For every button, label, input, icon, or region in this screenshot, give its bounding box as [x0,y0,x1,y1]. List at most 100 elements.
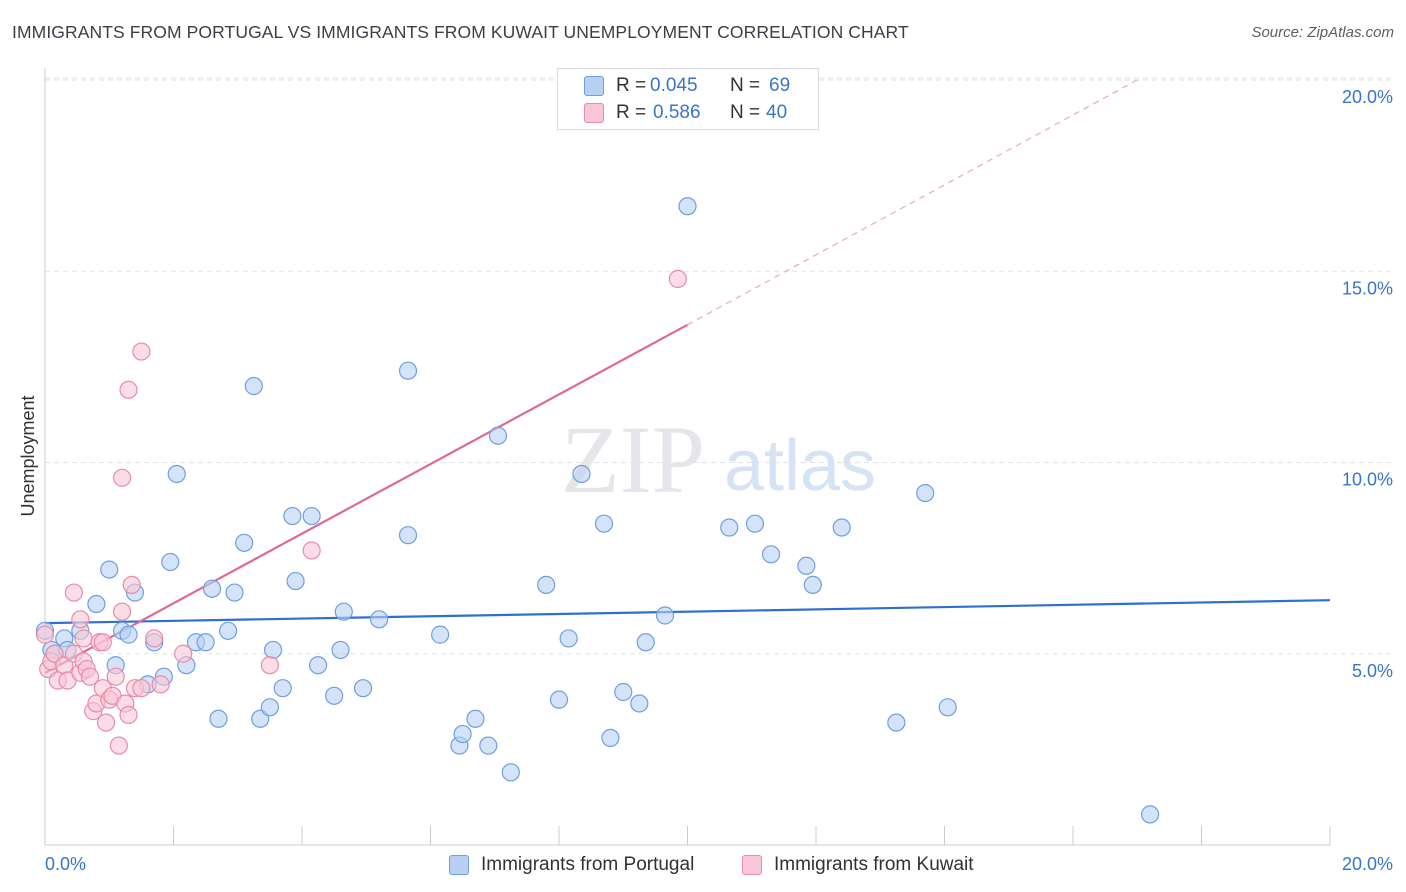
legend-n-label: N = [730,75,761,96]
portugal-point [398,526,418,545]
kuwait-point [302,541,321,560]
portugal-point [761,545,781,564]
portugal-point [235,533,254,552]
chart-title: IMMIGRANTS FROM PORTUGAL VS IMMIGRANTS F… [12,22,909,42]
labels-layer: 5.0% 10.0% 15.0% 20.0% 0.0% 20.0% Unemployment [18,87,1393,874]
kuwait-point [93,633,112,652]
kuwait-point [119,705,138,725]
portugal-point [466,709,485,728]
portugal-point [601,728,620,748]
portugal-point [370,610,389,629]
kuwait-point [80,667,100,686]
portugal-point [209,709,228,728]
portugal-point [887,713,906,732]
portugal-point [302,506,321,526]
watermark-atlas: atlas [724,426,876,506]
kuwait-point [64,583,84,602]
portugal-point [431,625,450,644]
portugal-point [1140,805,1160,824]
legend-label-portugal: Immigrants from Portugal [481,854,695,875]
axes-layer [44,68,1331,846]
portugal-point [537,575,556,595]
portugal-point [572,464,591,484]
portugal-point [594,514,614,533]
kuwait-point [106,667,125,686]
portugal-point [219,621,238,640]
portugal-point [100,560,119,579]
kuwait-point [112,468,132,487]
portugal-point [283,506,302,526]
portugal-trend-line [44,599,1331,625]
portugal-point [225,583,244,602]
legend-r-label: R = [616,75,647,96]
legend-r-value: 0.045 [650,75,698,96]
legend-swatch-kuwait [584,103,604,123]
kuwait-point [132,679,151,698]
portugal-point [167,464,186,484]
legend-label-kuwait: Immigrants from Kuwait [774,854,974,875]
legend-item-portugal[interactable]: Immigrants from Portugal [449,851,694,879]
portugal-point [325,686,344,705]
portugal-point [938,698,957,717]
portugal-point [286,571,305,591]
portugal-point [398,361,418,380]
kuwait-point [122,575,141,595]
y-tick-label: 15.0% [1342,278,1393,298]
legend-r-value: 0.586 [653,102,701,123]
points-layer [35,197,1160,824]
y-tick-label: 10.0% [1342,470,1393,490]
portugal-point [196,633,215,652]
portugal-point [331,640,350,660]
kuwait-point [132,342,151,361]
portugal-point [334,602,353,621]
kuwait-point [96,713,116,732]
portugal-point [453,724,472,744]
legend-r-label: R = [616,102,647,123]
portugal-point [244,376,263,396]
legend-swatch-kuwait [742,855,762,875]
kuwait-point [74,629,93,648]
y-axis-label: Unemployment [18,395,38,516]
trend-layer [44,79,1331,674]
y-tick-label: 5.0% [1352,661,1393,681]
portugal-point [745,514,765,533]
source-label: Source: ZipAtlas.com [1251,24,1394,41]
x-tick-label: 20.0% [1342,854,1393,874]
portugal-point [832,518,851,537]
series-legend: Immigrants from Portugal Immigrants from… [0,851,1406,879]
kuwait-trend-extension [687,79,1138,326]
watermark-zip: ZIP [561,406,705,513]
kuwait-point [145,629,164,648]
grid-layer [45,77,1395,655]
portugal-point [488,426,508,445]
portugal-point [119,625,138,644]
legend-n-label: N = [730,102,761,123]
kuwait-point [260,656,279,675]
kuwait-point [35,625,55,644]
legend-n-value: 69 [769,75,791,96]
portugal-point [479,736,498,755]
kuwait-trend-line [44,323,689,674]
kuwait-point [112,602,132,621]
legend-item-kuwait[interactable]: Immigrants from Kuwait [742,851,974,879]
portugal-point [260,698,279,717]
legend-swatch-portugal [449,855,469,875]
portugal-point [273,679,292,698]
portugal-point [308,656,328,675]
portugal-point [87,594,106,614]
portugal-point [630,694,649,713]
correlation-legend: R = 0.045 N = 69 R = 0.586 N = 40 [557,68,819,130]
kuwait-point [668,269,687,288]
portugal-point [559,629,578,648]
portugal-point [916,484,935,503]
kuwait-point [174,644,193,663]
x-tick-label: 0.0% [45,854,86,874]
portugal-point [678,197,697,216]
kuwait-point [119,380,138,399]
portugal-point [353,679,373,698]
portugal-point [803,575,822,595]
portugal-point [720,518,739,537]
portugal-point [549,690,569,709]
portugal-point [655,606,675,625]
